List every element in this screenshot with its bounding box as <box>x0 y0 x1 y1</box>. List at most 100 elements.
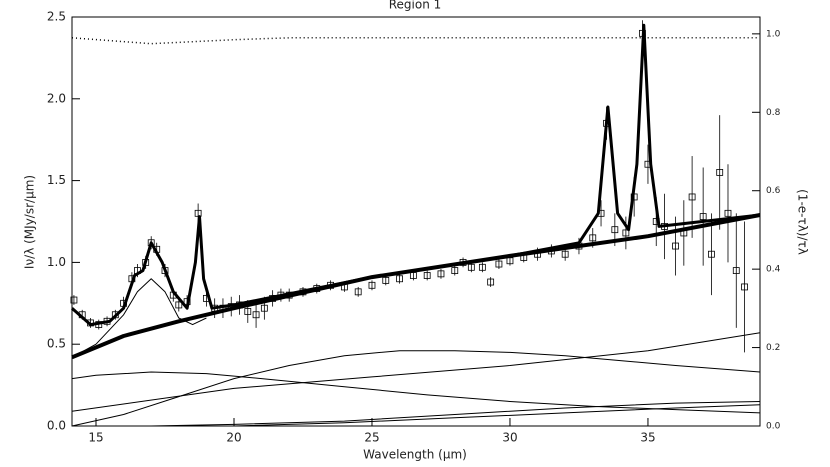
y2-tick-label: 0.0 <box>766 422 781 432</box>
x-tick-label: 35 <box>640 431 655 445</box>
y2-tick-label: 0.4 <box>766 265 781 275</box>
fit-line <box>233 404 761 427</box>
data-point <box>688 193 696 201</box>
y-tick-label: 0.5 <box>47 337 66 351</box>
data-point <box>153 245 161 253</box>
x-tick-label: 25 <box>364 431 379 445</box>
fit-line <box>71 278 207 358</box>
data-point <box>708 250 715 258</box>
data-point <box>603 119 610 127</box>
x-tick-label: 20 <box>226 431 241 445</box>
data-point <box>597 209 605 217</box>
data-point <box>478 263 486 271</box>
data-point <box>495 260 503 268</box>
data-point <box>589 234 597 242</box>
data-point <box>142 258 150 266</box>
data-point <box>716 169 724 176</box>
data-point <box>327 281 334 289</box>
data-point <box>78 311 86 319</box>
data-point <box>244 308 252 315</box>
fit-line <box>71 37 760 45</box>
data-point <box>194 209 202 217</box>
y-tick-label: 0.0 <box>47 419 66 433</box>
data-point <box>183 298 191 306</box>
x-axis-label: Wavelength (μm) <box>363 448 467 462</box>
data-point <box>699 213 707 220</box>
data-point <box>396 275 403 283</box>
fit-line <box>71 213 761 360</box>
data-point <box>451 267 459 274</box>
y2-tick-label: 0.2 <box>766 343 780 353</box>
fit-line <box>71 371 761 414</box>
data-point <box>487 278 495 286</box>
data-point <box>639 29 646 37</box>
data-point <box>277 291 285 299</box>
chart-title: Region 1 <box>389 0 442 12</box>
fit-line <box>71 23 761 327</box>
data-point <box>227 303 235 310</box>
y2-tick-label: 1.0 <box>766 29 781 39</box>
data-point <box>368 281 376 289</box>
data-point <box>260 304 268 312</box>
data-point <box>285 291 293 299</box>
data-point <box>354 288 362 296</box>
data-point <box>459 258 467 266</box>
data-point <box>732 267 740 274</box>
data-point <box>70 296 78 304</box>
y-tick-label: 2.0 <box>47 91 66 105</box>
data-point <box>313 285 321 292</box>
data-point <box>219 304 227 312</box>
data-point <box>103 317 111 325</box>
data-point <box>409 272 417 279</box>
data-point <box>147 239 155 247</box>
data-point <box>202 294 210 302</box>
data-point <box>644 160 652 168</box>
data-point <box>547 247 555 255</box>
fit-line <box>71 332 761 412</box>
data-point <box>120 299 128 307</box>
data-point <box>161 267 169 274</box>
data-point <box>561 250 569 258</box>
data-point <box>520 254 528 261</box>
data-point <box>661 223 668 230</box>
y2-axis-label: (1-e-τλ)/τλ <box>796 189 810 255</box>
y-tick-label: 1.5 <box>47 173 66 187</box>
data-point <box>575 242 583 250</box>
data-point <box>467 263 475 271</box>
data-point <box>169 291 177 299</box>
y-tick-label: 2.5 <box>47 10 66 24</box>
y2-tick-label: 0.6 <box>766 186 781 196</box>
data-point <box>724 209 732 217</box>
data-point <box>437 270 445 278</box>
plot-frame <box>71 16 761 427</box>
data-point <box>652 218 660 225</box>
data-point <box>134 267 141 274</box>
data-point <box>87 319 94 327</box>
data-point <box>622 229 630 237</box>
fit-line <box>71 350 761 427</box>
fit-line <box>151 401 761 427</box>
data-point <box>269 294 277 302</box>
data-point <box>128 275 136 283</box>
data-point <box>382 276 390 284</box>
data-point <box>611 226 619 234</box>
data-point <box>680 229 688 237</box>
data-point <box>236 301 243 309</box>
data-point <box>423 272 431 279</box>
y-axis-label: Iν/λ (MJy/sr/μm) <box>23 175 37 269</box>
data-point <box>252 311 260 319</box>
data-point <box>672 242 679 250</box>
y-tick-label: 1.0 <box>47 255 66 269</box>
data-point <box>175 301 183 309</box>
data-point <box>211 304 219 312</box>
data-point <box>741 283 748 291</box>
data-point <box>630 193 638 201</box>
data-point <box>111 311 119 319</box>
data-point <box>340 283 348 291</box>
data-point <box>95 321 103 328</box>
data-point <box>534 250 541 258</box>
x-tick-label: 30 <box>502 431 517 445</box>
data-point <box>506 257 514 265</box>
x-tick-label: 15 <box>88 431 103 445</box>
